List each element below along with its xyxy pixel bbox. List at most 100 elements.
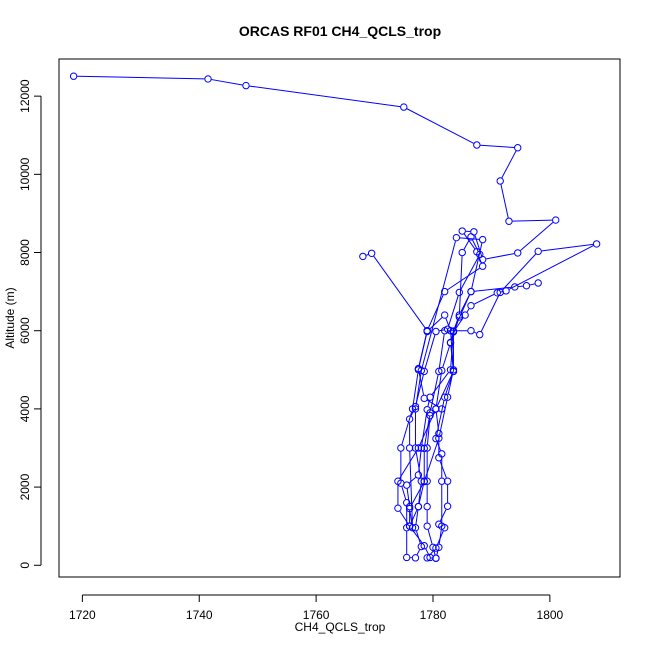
data-point [467, 327, 475, 335]
series-segment [439, 460, 447, 479]
series-segment [460, 294, 470, 313]
series-segment [520, 222, 554, 251]
data-point [440, 287, 449, 296]
series-segment [433, 550, 436, 555]
data-point [414, 444, 423, 452]
data-point [440, 311, 449, 319]
data-point [458, 227, 466, 235]
series-segment [480, 295, 500, 332]
series-segment [460, 257, 479, 290]
series-segment [415, 510, 419, 525]
data-point [394, 477, 402, 485]
data-point [496, 177, 504, 185]
data-point [69, 72, 78, 80]
series-points [69, 72, 601, 562]
y-axis: 0 2000 4000 6000 8000 10000 12000 [18, 79, 42, 569]
series-segment [436, 441, 441, 451]
data-point [511, 283, 519, 291]
data-point [458, 248, 466, 257]
series-segment [418, 451, 422, 472]
data-point [432, 327, 440, 336]
series-segment [529, 283, 535, 286]
data-point [405, 502, 414, 511]
series-segment [512, 219, 553, 222]
x-axis-label: CH4_QCLS_trop [295, 620, 386, 634]
series-segment [474, 331, 477, 334]
data-point [552, 216, 560, 224]
series-segment [431, 372, 449, 395]
data-point [397, 444, 405, 452]
data-point [405, 415, 414, 423]
data-point [435, 367, 443, 376]
data-point [438, 405, 446, 413]
series-segment [541, 243, 594, 252]
data-point [438, 477, 446, 485]
data-point [438, 450, 446, 458]
series-segment [438, 334, 445, 368]
data-point [478, 235, 487, 244]
data-point [204, 75, 212, 83]
series-segment [438, 529, 442, 544]
series-segment [439, 400, 448, 435]
series-segment [466, 308, 470, 313]
series-segment [415, 374, 424, 404]
series-segment [435, 374, 442, 406]
series-segment [473, 293, 495, 305]
data-point [420, 477, 428, 485]
data-point [534, 247, 542, 256]
data-point [359, 252, 367, 261]
data-point [432, 405, 440, 413]
data-point [411, 405, 420, 413]
data-point [522, 282, 531, 290]
series-segment [373, 255, 426, 329]
data-point [411, 444, 420, 452]
data-point [473, 141, 481, 149]
series-segment [447, 267, 480, 291]
data-point [426, 393, 434, 401]
data-point [467, 287, 475, 296]
data-point [505, 217, 513, 225]
data-point [455, 311, 463, 319]
x-axis: 1720 1740 1760 1780 1800 [69, 594, 564, 622]
data-point [502, 287, 510, 295]
chart-title: ORCAS RF01 CH4_QCLS_trop [239, 23, 441, 39]
series-segment [436, 550, 439, 555]
series-segment [436, 374, 453, 406]
series-segment [480, 144, 515, 149]
x-tick-label: 1800 [537, 608, 564, 622]
x-tick-label: 1720 [69, 608, 96, 622]
data-point [476, 330, 484, 339]
data-point [420, 367, 428, 376]
x-tick-label: 1740 [186, 608, 213, 622]
series-segment [486, 253, 515, 260]
series-segment [418, 334, 427, 367]
data-point [449, 367, 458, 376]
data-point [423, 405, 431, 414]
series-segment [463, 239, 470, 250]
data-point [414, 502, 423, 511]
data-point [414, 471, 423, 479]
series-segment [421, 413, 428, 445]
y-tick-label: 12000 [18, 79, 32, 113]
data-point [242, 81, 250, 90]
data-point [423, 444, 431, 452]
data-point [534, 279, 542, 287]
data-point [455, 288, 463, 297]
data-point [440, 393, 449, 401]
series-segment [410, 409, 415, 417]
x-tick-label: 1780 [420, 608, 447, 622]
data-point [438, 522, 446, 530]
plot-frame [58, 58, 621, 578]
data-point [429, 543, 437, 551]
series-segment [77, 75, 205, 80]
series-segment [211, 79, 243, 86]
data-point [449, 327, 458, 335]
data-point [514, 249, 522, 257]
series-segment [410, 509, 418, 524]
y-axis-label: Altitude (m) [3, 287, 17, 348]
y-tick-label: 6000 [18, 317, 32, 344]
data-point [446, 338, 455, 347]
series-segment [429, 317, 443, 330]
series-segment [500, 184, 509, 218]
